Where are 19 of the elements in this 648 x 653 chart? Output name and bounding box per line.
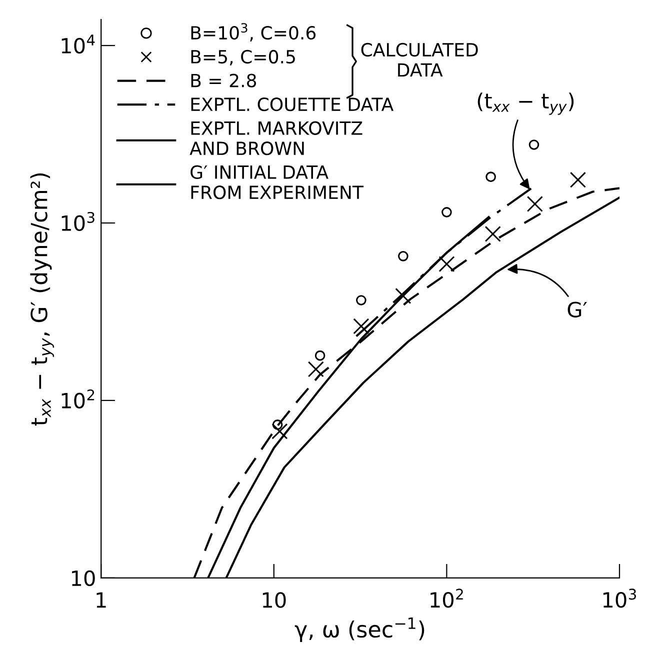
annotation: G′ [568,302,588,318]
y-tick-label: 10 [72,570,95,586]
x-tick-label: 10 [262,592,286,608]
x-tick-label: 1 [96,592,106,608]
legend-label: EXPTL. MARKOVITZ AND BROWN [190,121,362,156]
x-tick-label: 10$^{2}$ [430,588,463,608]
legend-label: EXPTL. COUETTE DATA [191,97,394,112]
annotation: (t$_{xx}$ − t$_{yy}$) [478,92,574,115]
y-axis-title: t$_{xx}$ − t$_{yy}$, G′ (dyne/cm²) [30,173,54,426]
annotation: CALCULATED DATA [361,42,478,77]
y-tick-label: 10$^{3}$ [62,212,94,232]
legend-label: B = 2.8 [191,74,256,88]
y-tick-label: 10$^{4}$ [62,34,95,54]
legend-label: B=5, C=0.5 [191,50,295,66]
legend-label: G′ INITIAL DATA FROM EXPERIMENT [190,165,364,200]
y-tick-label: 10$^{2}$ [62,389,94,408]
x-axis-title: γ, ω (sec$^{−1}$) [294,618,424,642]
x-tick-label: 10$^{3}$ [603,588,636,608]
legend-label: B=10$^{3}$, C=0.6 [191,23,316,42]
